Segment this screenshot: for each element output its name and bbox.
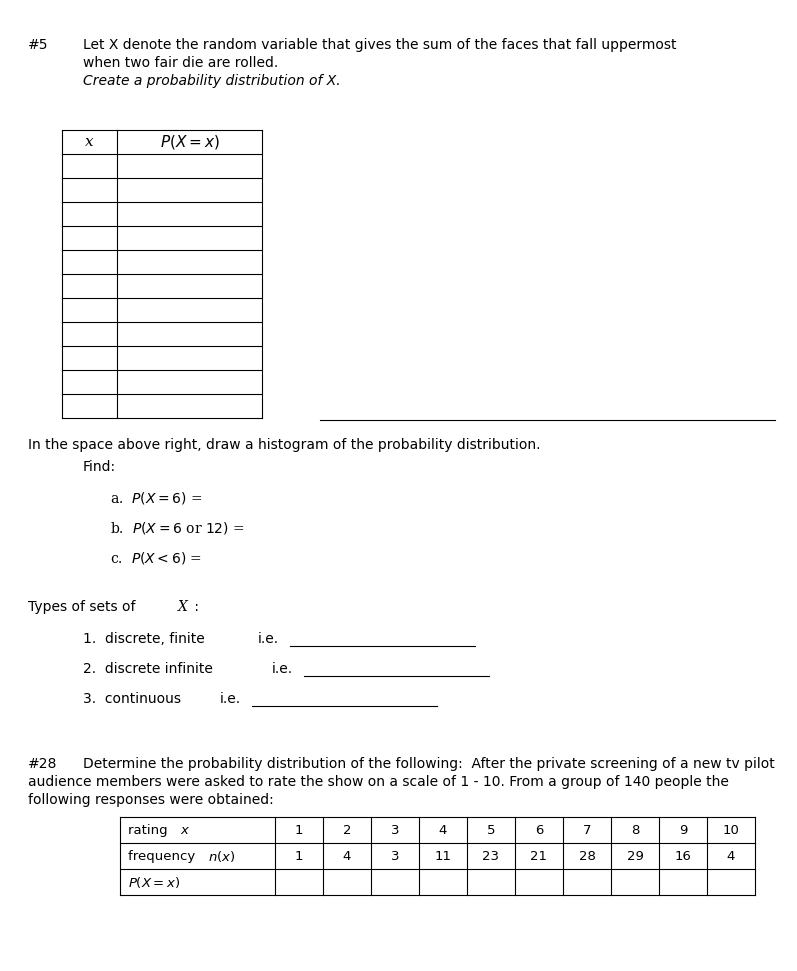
Text: 1.  discrete, finite: 1. discrete, finite xyxy=(83,632,205,646)
Text: 11: 11 xyxy=(434,850,451,862)
Text: Determine the probability distribution of the following:  After the private scre: Determine the probability distribution o… xyxy=(83,757,775,771)
Text: 3.  continuous: 3. continuous xyxy=(83,692,181,706)
Text: 2: 2 xyxy=(343,823,351,836)
Text: 4: 4 xyxy=(727,850,735,862)
Text: frequency: frequency xyxy=(128,850,199,862)
Text: X: X xyxy=(178,600,188,614)
Text: #5: #5 xyxy=(28,38,49,52)
Text: 29: 29 xyxy=(626,850,643,862)
Text: b.  $P(X = 6$ or $12)$ =: b. $P(X = 6$ or $12)$ = xyxy=(110,520,245,536)
Text: 2.  discrete infinite: 2. discrete infinite xyxy=(83,662,213,676)
Text: 8: 8 xyxy=(630,823,639,836)
Text: x: x xyxy=(85,135,94,149)
Text: $P(X = x)$: $P(X = x)$ xyxy=(159,133,219,151)
Text: 4: 4 xyxy=(439,823,447,836)
Text: Types of sets of: Types of sets of xyxy=(28,600,140,614)
Text: 1: 1 xyxy=(295,823,303,836)
Text: a.  $P(X = 6)$ =: a. $P(X = 6)$ = xyxy=(110,490,202,506)
Text: $P(X = x)$: $P(X = x)$ xyxy=(128,875,180,889)
Text: 21: 21 xyxy=(531,850,548,862)
Text: #28: #28 xyxy=(28,757,57,771)
Text: 3: 3 xyxy=(391,850,399,862)
Text: 6: 6 xyxy=(535,823,544,836)
Text: 7: 7 xyxy=(583,823,591,836)
Text: c.  $P(X < 6)$ =: c. $P(X < 6)$ = xyxy=(110,550,202,566)
Text: 1: 1 xyxy=(295,850,303,862)
Text: 9: 9 xyxy=(679,823,687,836)
Text: $x$: $x$ xyxy=(180,823,190,836)
Text: i.e.: i.e. xyxy=(220,692,241,706)
Text: 28: 28 xyxy=(579,850,595,862)
Text: i.e.: i.e. xyxy=(258,632,279,646)
Text: In the space above right, draw a histogram of the probability distribution.: In the space above right, draw a histogr… xyxy=(28,438,540,452)
Text: i.e.: i.e. xyxy=(272,662,293,676)
Text: $n(x)$: $n(x)$ xyxy=(208,849,235,863)
Text: audience members were asked to rate the show on a scale of 1 - 10. From a group : audience members were asked to rate the … xyxy=(28,775,729,789)
Text: 4: 4 xyxy=(343,850,351,862)
Text: :: : xyxy=(190,600,199,614)
Text: following responses were obtained:: following responses were obtained: xyxy=(28,793,273,807)
Text: 5: 5 xyxy=(487,823,495,836)
Text: Find:: Find: xyxy=(83,460,116,474)
Text: Create a probability distribution of X.: Create a probability distribution of X. xyxy=(83,74,340,88)
Text: 10: 10 xyxy=(723,823,740,836)
Text: Let X denote the random variable that gives the sum of the faces that fall upper: Let X denote the random variable that gi… xyxy=(83,38,677,52)
Text: 23: 23 xyxy=(482,850,500,862)
Text: rating: rating xyxy=(128,823,172,836)
Text: 3: 3 xyxy=(391,823,399,836)
Text: 16: 16 xyxy=(674,850,692,862)
Text: when two fair die are rolled.: when two fair die are rolled. xyxy=(83,56,278,70)
